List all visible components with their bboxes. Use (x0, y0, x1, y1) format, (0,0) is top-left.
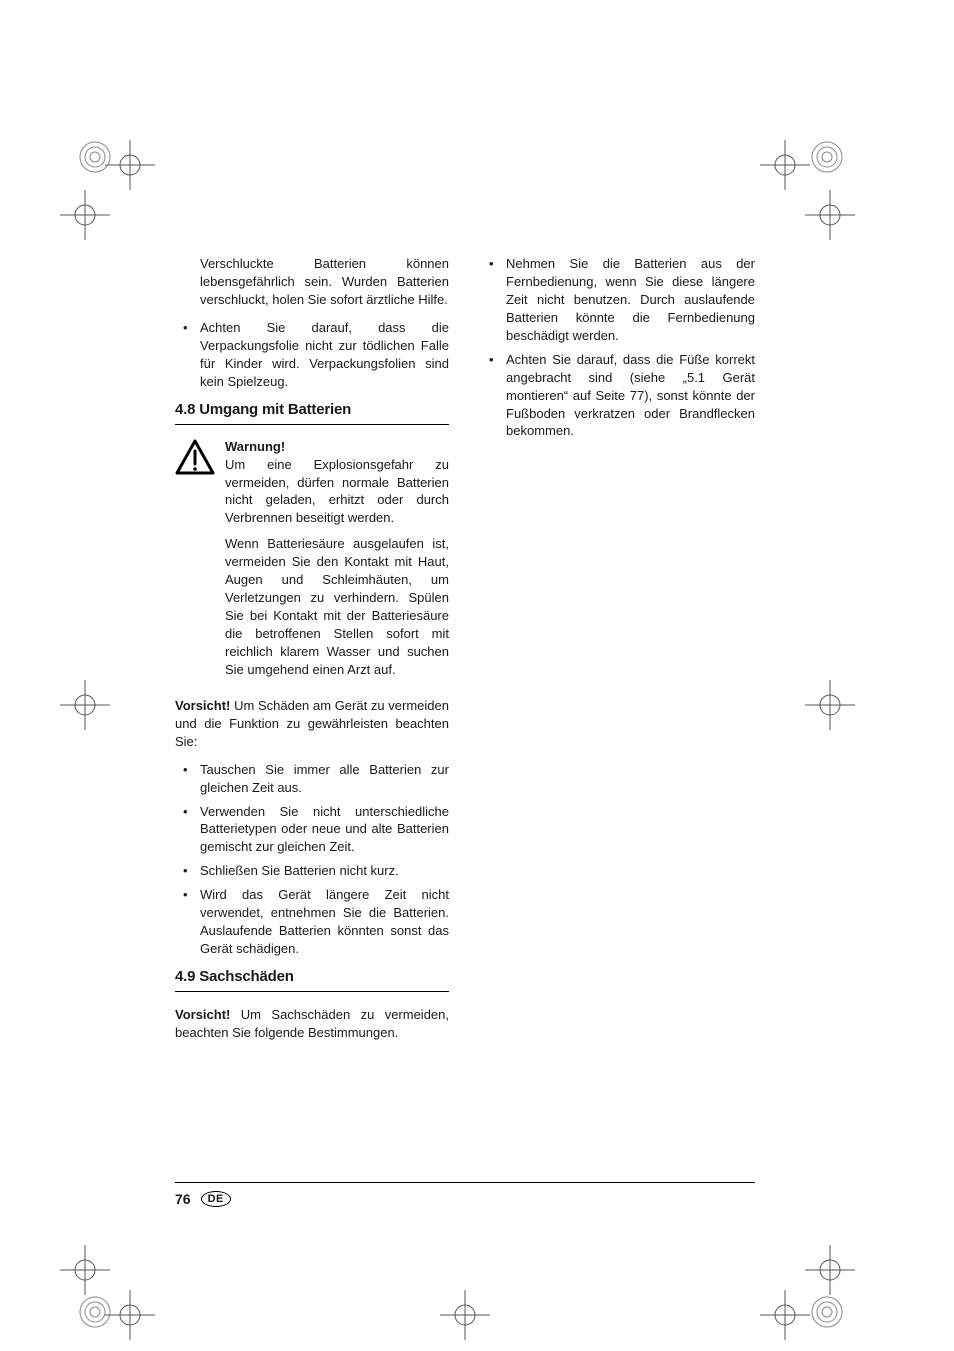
section-rule (175, 991, 449, 992)
list-item: Achten Sie darauf, dass die Füße korrekt… (481, 351, 755, 441)
registration-mark-icon (60, 1245, 110, 1295)
paragraph: Um eine Explosionsgefahr zu vermeiden, d… (225, 456, 449, 528)
warning-triangle-icon (175, 439, 215, 687)
registration-onion-icon (810, 1295, 844, 1329)
language-badge: DE (201, 1191, 231, 1207)
registration-mark-icon (760, 140, 810, 190)
registration-mark-icon (805, 1245, 855, 1295)
registration-onion-icon (78, 140, 112, 174)
registration-mark-icon (60, 190, 110, 240)
footer-rule (175, 1182, 755, 1183)
warning-heading: Warnung! (225, 439, 449, 454)
caution-label: Vorsicht! (175, 698, 230, 713)
paragraph: Verschluckte Batterien können lebensgefä… (200, 255, 449, 309)
list-item: Schließen Sie Batterien nicht kurz. (175, 862, 449, 880)
section-heading-4-8: 4.8 Umgang mit Batterien (175, 401, 449, 418)
section-rule (175, 424, 449, 425)
column-left: Verschluckte Batterien können lebensgefä… (175, 255, 449, 1052)
page-content: Verschluckte Batterien können lebensgefä… (175, 255, 755, 1052)
registration-mark-icon (805, 680, 855, 730)
caution-paragraph: Vorsicht! Um Schäden am Gerät zu vermeid… (175, 697, 449, 751)
list-item: Tauschen Sie immer alle Batterien zur gl… (175, 761, 449, 797)
registration-mark-icon (60, 680, 110, 730)
list-item: Verwenden Sie nicht unterschiedliche Bat… (175, 803, 449, 857)
footer-content: 76 DE (175, 1191, 755, 1207)
two-column-layout: Verschluckte Batterien können lebensgefä… (175, 255, 755, 1052)
warning-block: Warnung! Um eine Explosionsgefahr zu ver… (175, 439, 449, 687)
section-heading-4-9: 4.9 Sachschäden (175, 968, 449, 985)
warning-text: Warnung! Um eine Explosionsgefahr zu ver… (225, 439, 449, 687)
caution-paragraph: Vorsicht! Um Sachschäden zu vermeiden, b… (175, 1006, 449, 1042)
registration-mark-icon (440, 1290, 490, 1340)
bullet-list: Tauschen Sie immer alle Batterien zur gl… (175, 761, 449, 958)
list-item: Nehmen Sie die Batterien aus der Fernbed… (481, 255, 755, 345)
registration-mark-icon (105, 1290, 155, 1340)
page-number: 76 (175, 1191, 191, 1207)
registration-mark-icon (805, 190, 855, 240)
paragraph: Wenn Batteriesäure ausgelaufen ist, verm… (225, 535, 449, 679)
caution-label: Vorsicht! (175, 1007, 230, 1022)
registration-onion-icon (810, 140, 844, 174)
registration-mark-icon (760, 1290, 810, 1340)
page-footer: 76 DE (175, 1182, 755, 1207)
column-right: Nehmen Sie die Batterien aus der Fernbed… (481, 255, 755, 1052)
bullet-list: Nehmen Sie die Batterien aus der Fernbed… (481, 255, 755, 440)
list-item: Achten Sie darauf, dass die Verpackungsf… (175, 319, 449, 391)
list-item: Wird das Gerät längere Zeit nicht verwen… (175, 886, 449, 958)
registration-mark-icon (105, 140, 155, 190)
bullet-list: Achten Sie darauf, dass die Verpackungsf… (175, 319, 449, 391)
